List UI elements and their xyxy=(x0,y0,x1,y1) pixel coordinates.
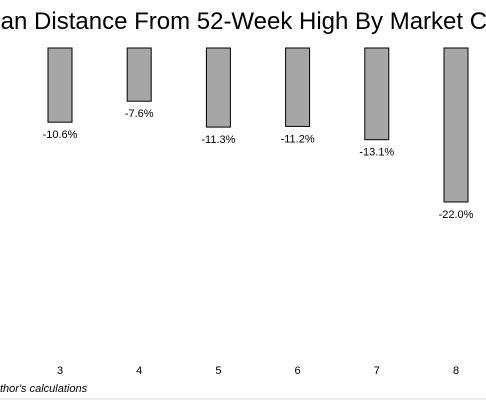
bar-6 xyxy=(285,47,311,127)
bar-7 xyxy=(364,47,390,141)
x-tick-label-3: 3 xyxy=(57,365,63,377)
bar-4 xyxy=(126,47,152,102)
x-tick-label-5: 5 xyxy=(215,365,221,377)
data-label-6: -11.2% xyxy=(281,133,315,145)
bar-5 xyxy=(205,47,231,128)
data-label-8: -22.0% xyxy=(439,209,474,221)
bar-3 xyxy=(47,47,73,123)
data-label-4: -7.6% xyxy=(125,108,154,120)
x-tick-label-4: 4 xyxy=(136,365,142,377)
x-tick-label-8: 8 xyxy=(453,365,459,377)
x-tick-label-7: 7 xyxy=(374,365,380,377)
data-label-3: -10.6% xyxy=(43,129,78,141)
data-label-5: -11.3% xyxy=(201,134,235,146)
chart-title: dian Distance From 52-Week High By Marke… xyxy=(0,8,486,35)
source-note: thor's calculations xyxy=(0,383,88,395)
bar-8 xyxy=(443,47,469,203)
data-label-7: -13.1% xyxy=(359,147,394,159)
x-tick-label-6: 6 xyxy=(295,365,301,377)
